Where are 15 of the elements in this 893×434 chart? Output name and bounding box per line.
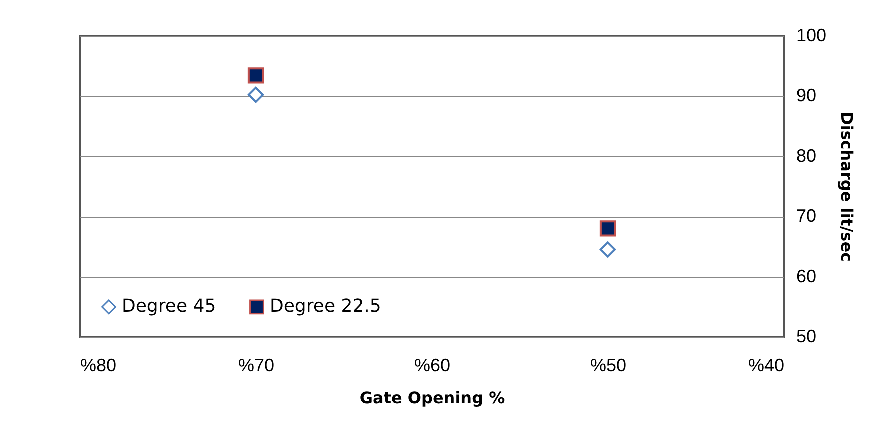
x-tick-label: %40: [748, 356, 784, 376]
y-tick-label: 80: [796, 146, 817, 166]
y-tick-label: 100: [796, 26, 827, 46]
y-tick-label: 60: [796, 266, 817, 286]
y-tick-label: 50: [796, 326, 817, 346]
y-axis-title: Discharge lit/sec: [838, 112, 857, 262]
x-axis-title: Gate Opening %: [360, 388, 506, 408]
y-tick-label: 90: [796, 86, 817, 106]
legend-label: Degree 22.5: [270, 296, 382, 318]
x-tick-label: %60: [414, 356, 451, 376]
x-tick-label: %50: [590, 356, 627, 376]
x-tick-label: %80: [80, 356, 117, 376]
y-tick-label: 70: [796, 206, 817, 226]
x-tick-label: %70: [238, 356, 275, 376]
legend-label: Degree 45: [122, 296, 216, 318]
